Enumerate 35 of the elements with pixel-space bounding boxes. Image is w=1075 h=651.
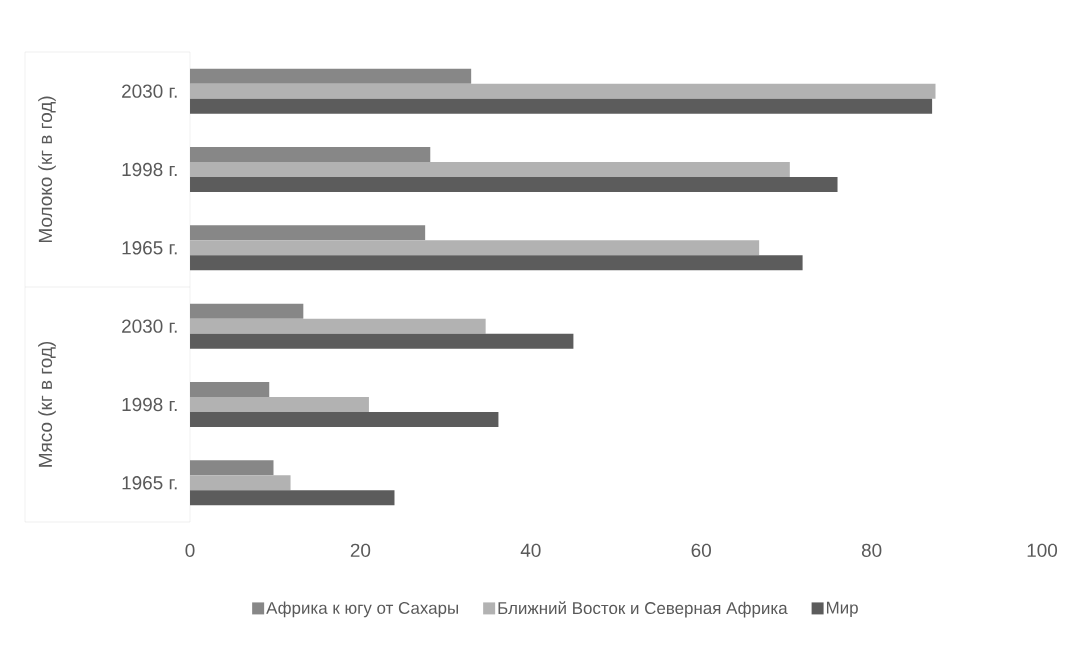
- x-tick-label: 40: [520, 543, 541, 558]
- bar: [190, 255, 803, 271]
- text: Мясо (кг в год): [38, 341, 56, 467]
- y-tick-label: 1965 г.: [122, 241, 177, 255]
- x-tick-label: 100: [1027, 543, 1058, 558]
- x-tick-label: 60: [691, 543, 711, 558]
- y-tick-label: 1998 г.: [122, 397, 177, 412]
- bar: [190, 411, 499, 427]
- bar: [190, 396, 369, 412]
- legend-label: Мир: [826, 601, 858, 617]
- bar: [190, 146, 431, 162]
- x-tick-label: 20: [350, 543, 371, 558]
- bar: [190, 98, 933, 114]
- text: Молоко (кг в год): [38, 96, 56, 243]
- bar: [190, 303, 304, 319]
- bar: [190, 381, 270, 397]
- y-tick-label: 1965 г.: [122, 476, 177, 490]
- legend-label: Ближний Восток и Северная Африка: [498, 601, 788, 618]
- bar: [190, 83, 936, 99]
- bar: [190, 161, 790, 177]
- bar: [190, 176, 838, 192]
- bar: [190, 460, 274, 476]
- legend-label: Африка к югу от Сахары: [266, 601, 458, 618]
- bar: [190, 318, 486, 334]
- x-tick-label: 80: [861, 543, 882, 558]
- y-tick-label: 2030 г.: [122, 84, 177, 98]
- bar: [190, 225, 426, 241]
- bar: [190, 475, 291, 491]
- x-tick-label: 0: [185, 543, 195, 558]
- y-tick-label: 2030 г.: [122, 319, 177, 333]
- bar: [190, 68, 472, 84]
- y-tick-label: 1998 г.: [122, 162, 177, 177]
- bar: [190, 240, 760, 256]
- bar: [190, 333, 574, 349]
- bar: [190, 490, 395, 506]
